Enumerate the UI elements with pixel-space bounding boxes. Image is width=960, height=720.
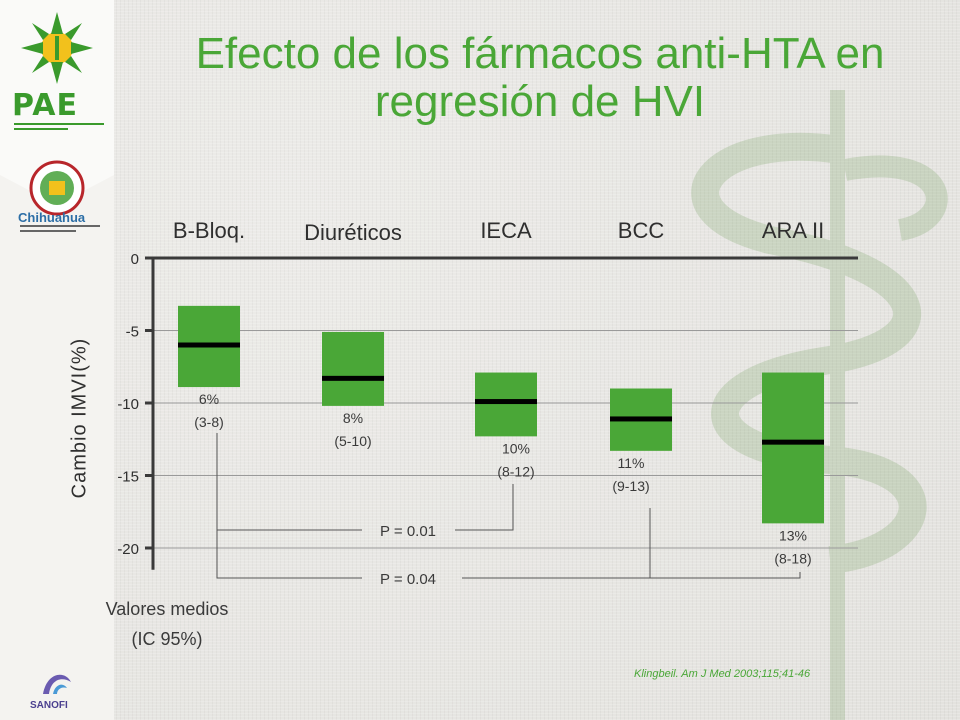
category-label: Diuréticos (304, 220, 402, 245)
chihuahua-logo-text: Chihuahua (18, 210, 86, 225)
ci-range-label: (9-13) (612, 478, 649, 494)
p-value-label: P = 0.01 (380, 523, 436, 540)
axes: 0 -5 -10 -15 -20 (117, 251, 858, 570)
mean-marker (475, 399, 537, 405)
comparison-brackets: P = 0.01 P = 0.04 (216, 433, 801, 588)
y-tick-label: 0 (131, 251, 139, 268)
mean-value-label: 8% (343, 410, 363, 426)
logo-block: PAE Chihuahua (0, 0, 114, 260)
ci-box (322, 331, 384, 406)
pae-emblem-icon (0, 0, 114, 216)
mean-value-label: 13% (779, 527, 807, 543)
data-labels: 6% (3-8) 8% (5-10) 10% (8-12) 11% (9-13) 13% (8-1… (194, 391, 811, 566)
citation: Klingbeil. Am J Med 2003;115;41-46 (634, 668, 811, 680)
gridlines (153, 330, 858, 549)
y-tick-label: -10 (117, 396, 139, 413)
mean-marker (178, 342, 240, 348)
mean-value-label: 10% (502, 440, 530, 456)
mean-value-label: 6% (199, 391, 219, 407)
ci-range-label: (3-8) (194, 414, 224, 430)
note-mean-ci: Valores medios (IC 95%) (92, 594, 242, 654)
category-label: IECA (480, 218, 532, 243)
y-tick-label: -15 (117, 469, 139, 486)
category-label: BCC (617, 218, 665, 243)
chihuahua-logo-subtitle (20, 225, 100, 232)
mean-value-label: 11% (618, 455, 645, 471)
category-label: ARA II (761, 218, 825, 243)
boxes (178, 305, 824, 524)
bracket-line (455, 484, 514, 531)
ci-range-label: (8-12) (497, 463, 534, 479)
p-value-label: P = 0.04 (380, 571, 436, 588)
caduceus-watermark-icon (691, 90, 948, 720)
sanofi-logo-text: SANOFI (30, 700, 68, 711)
ci-range-label: (8-18) (774, 550, 811, 566)
note-line-2: (IC 95%) (131, 629, 203, 649)
ci-range-label: (5-10) (334, 433, 371, 449)
pae-brand-logo: PAE (12, 88, 78, 123)
slide-title: Efecto de los fármacos anti-HTA en regre… (130, 30, 950, 126)
mean-marker (762, 439, 824, 445)
mean-marker (322, 375, 384, 381)
title-line-2: regresión de HVI (374, 77, 706, 126)
title-line-1: Efecto de los fármacos anti-HTA en (195, 29, 885, 78)
ci-box (762, 372, 824, 524)
y-tick-label: -5 (126, 324, 139, 341)
y-tick-label: -20 (117, 541, 139, 558)
bracket-line (216, 530, 362, 579)
logo-sidebar: PAE Chihuahua SANOFI (0, 0, 114, 720)
bracket-line (462, 572, 801, 579)
category-label: B-Bloq. (172, 218, 246, 243)
note-line-1: Valores medios (105, 599, 229, 619)
pae-logo-subtitle (14, 123, 104, 130)
mean-marker (610, 416, 672, 422)
ci-box (475, 372, 537, 437)
sanofi-logo-icon (43, 674, 71, 694)
